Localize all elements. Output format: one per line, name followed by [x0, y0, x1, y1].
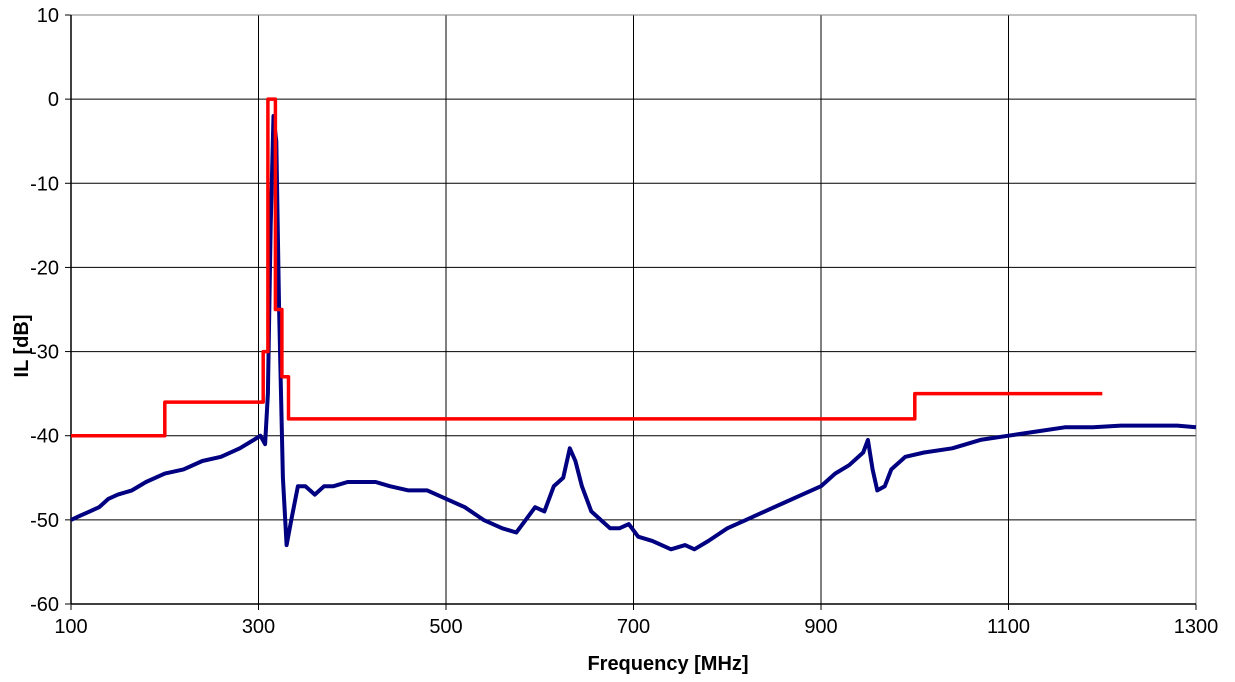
- y-tick-label: -30: [30, 342, 59, 364]
- x-tick-label: 100: [54, 616, 87, 638]
- x-tick-label: 300: [242, 616, 275, 638]
- x-tick-label: 1100: [987, 616, 1030, 638]
- x-tick-label: 700: [617, 616, 650, 638]
- x-tick-label: 1300: [1174, 616, 1219, 638]
- x-tick-label: 500: [429, 616, 462, 638]
- series-lines: [70, 97, 1197, 552]
- y-tick-label: -20: [30, 257, 59, 279]
- x-tick-label: 900: [804, 616, 837, 638]
- gridlines: [70, 14, 1197, 605]
- y-tick-label: -50: [30, 510, 59, 532]
- y-tick-label: -60: [30, 594, 59, 616]
- y-axis-title: IL [dB]: [11, 315, 33, 378]
- x-axis-title: Frequency [MHz]: [587, 653, 748, 675]
- spec-mask-line: [71, 97, 1103, 438]
- plot-border: [70, 14, 1197, 605]
- y-axis-ticks: 10 0 -10 -20 -30 -40 -50 -60: [30, 5, 71, 616]
- measured-response-line: [70, 114, 1197, 552]
- y-tick-label: -40: [30, 426, 59, 448]
- y-tick-label: 0: [48, 89, 59, 111]
- x-axis-ticks: 100 300 500 700 900 1100 1300: [54, 604, 1218, 638]
- y-tick-label: -10: [30, 173, 59, 195]
- y-tick-label: 10: [37, 5, 59, 27]
